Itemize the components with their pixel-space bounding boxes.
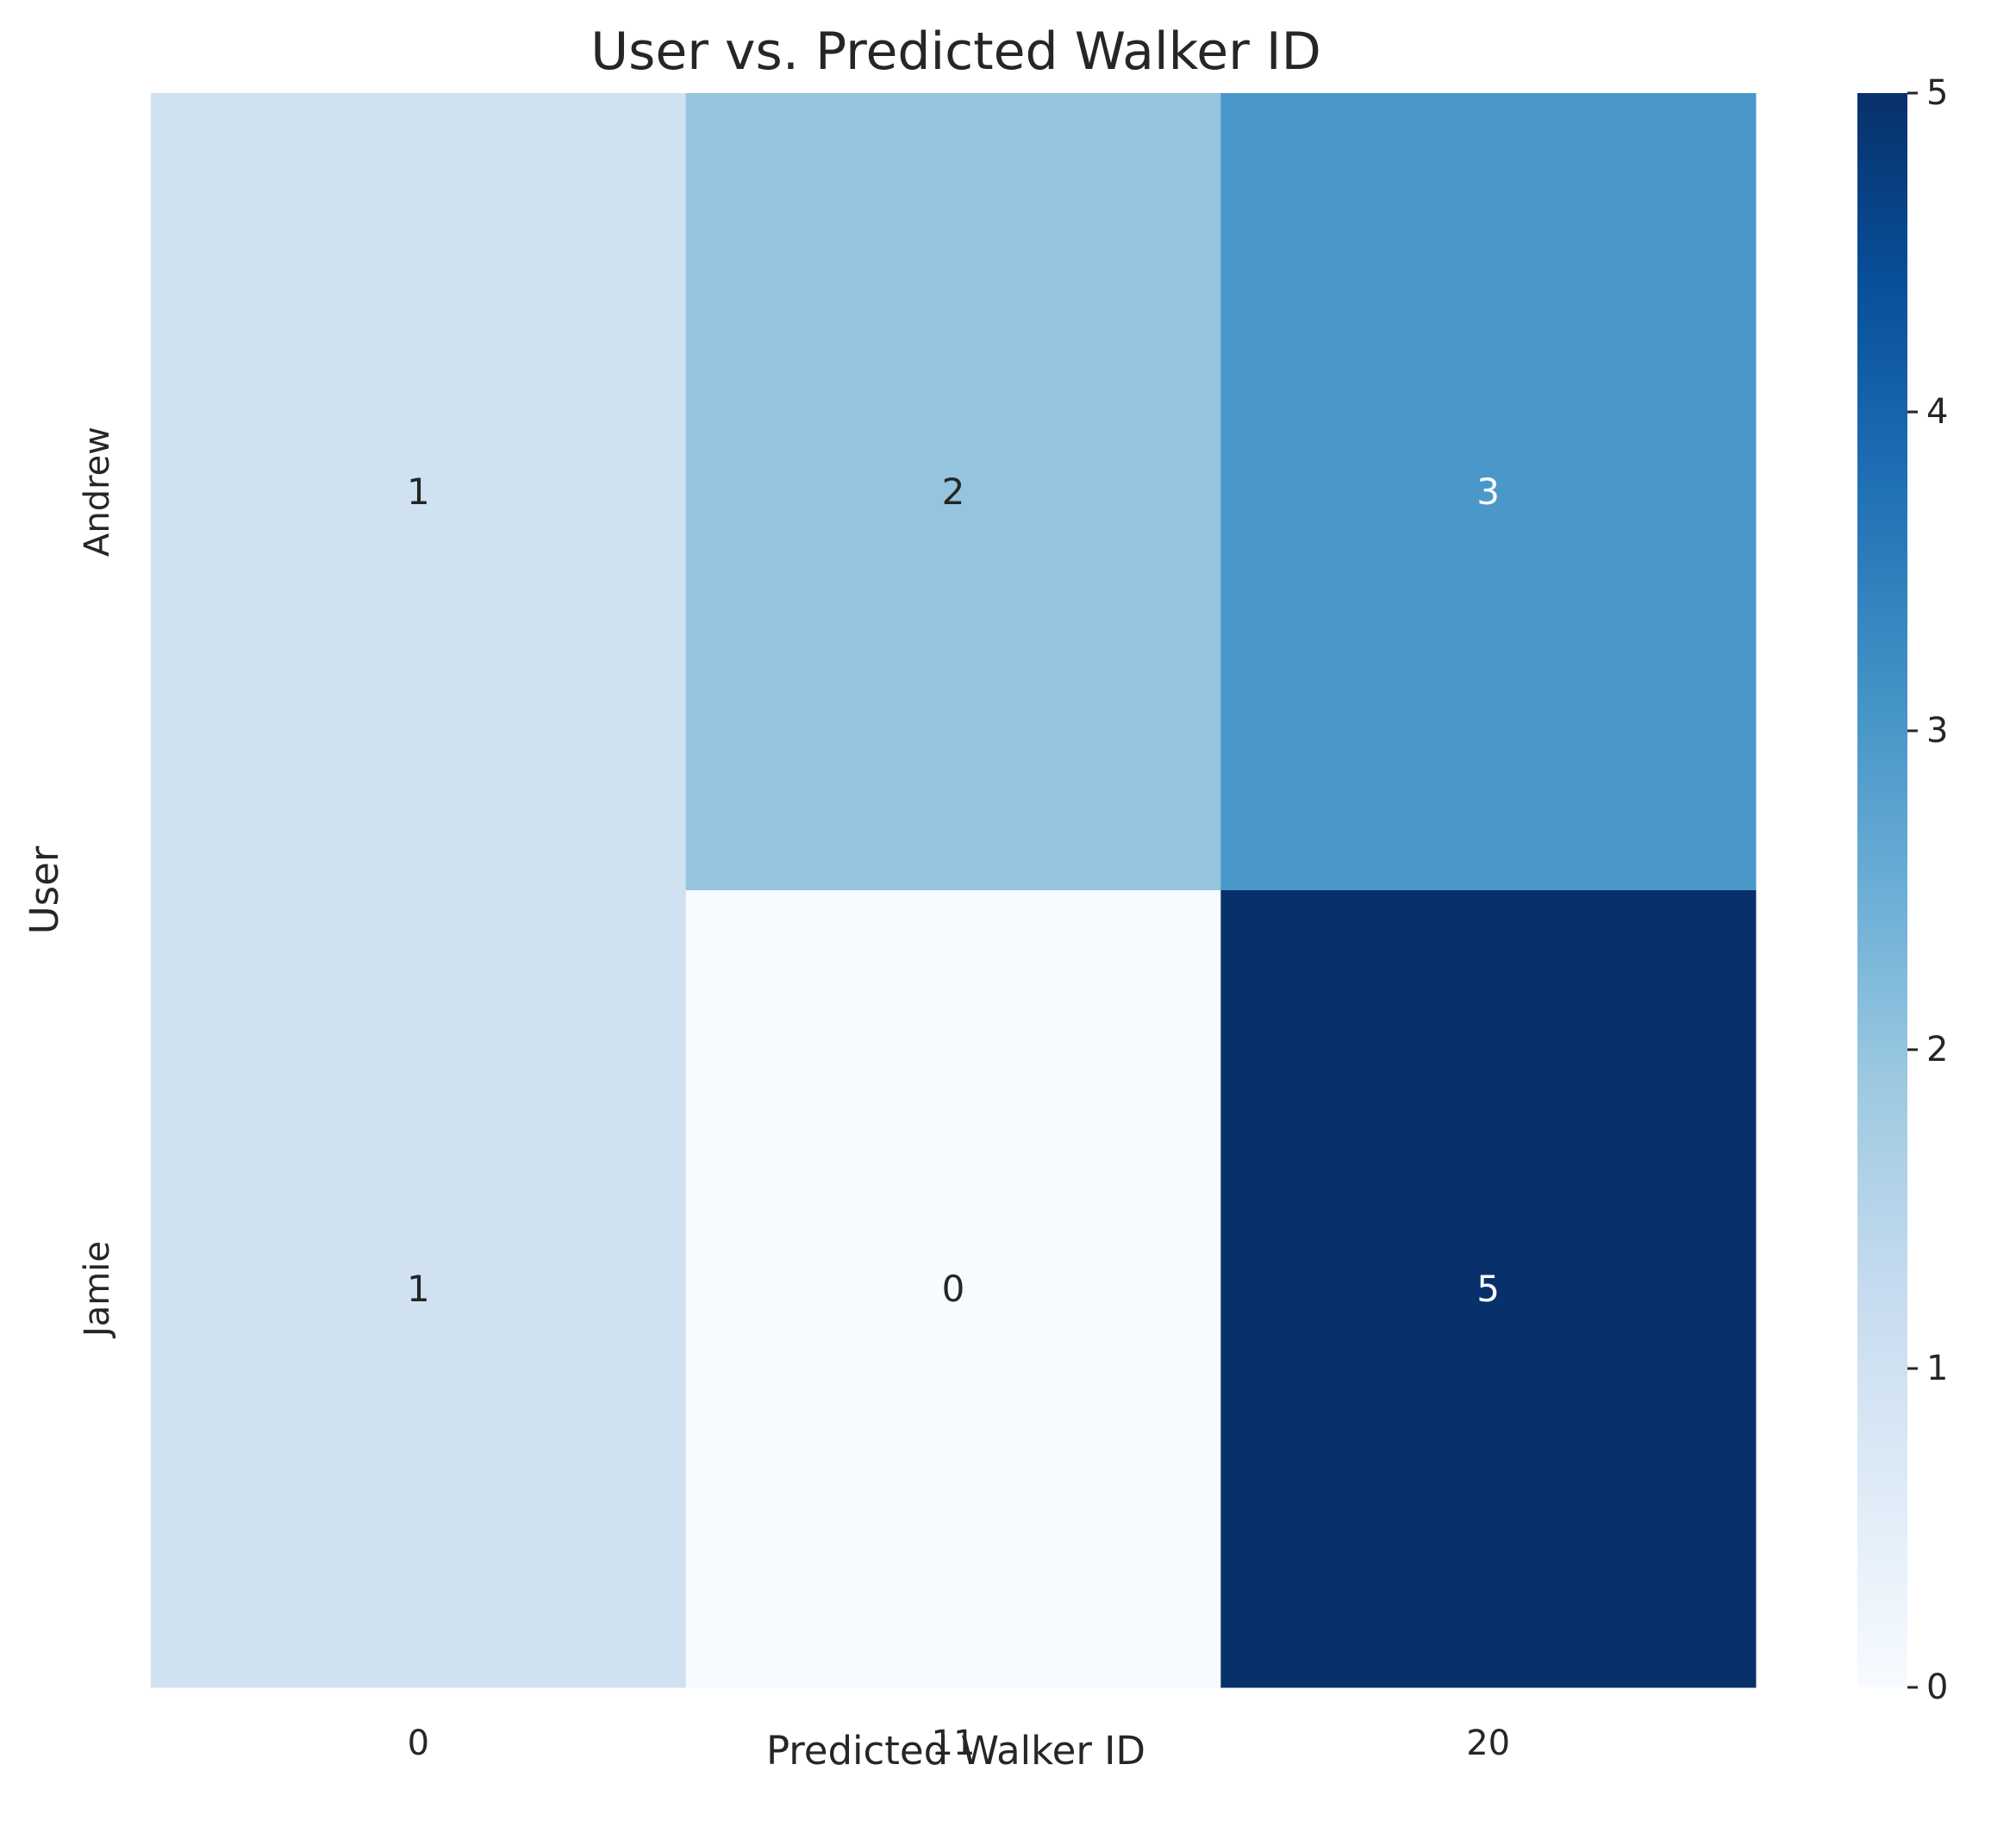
heatmap-cell-labels: 1 2 3 1 0 5 [407,471,1500,1310]
colorbar-tick-label: 2 [1926,1030,1948,1069]
heatmap-cell [151,890,687,1688]
y-tick-label: Andrew [78,427,117,557]
heatmap-cell [685,93,1221,891]
x-axis-label: Predicted Walker ID [766,1728,1145,1774]
x-tick-label: 20 [1466,1724,1510,1763]
y-tick-label: Jamie [78,1241,117,1339]
x-tick-label: 0 [408,1724,429,1763]
colorbar [1857,93,1907,1687]
colorbar-ticks: 0 1 2 3 4 5 [1907,73,1948,1707]
heatmap-cell [1220,93,1757,891]
cell-value-label: 3 [1476,471,1500,513]
heatmap-cells [151,93,1757,1688]
cell-value-label: 5 [1476,1268,1500,1310]
cell-value-label: 0 [942,1268,965,1310]
colorbar-tick-label: 0 [1926,1668,1948,1707]
cell-value-label: 2 [942,471,965,513]
cell-value-label: 1 [407,1268,430,1310]
x-axis-ticks: 0 11 20 [408,1724,1511,1763]
chart-title: User vs. Predicted Walker ID [590,22,1321,82]
heatmap-cell [685,890,1221,1688]
colorbar-tick-label: 1 [1926,1349,1948,1388]
heatmap-cell [1220,890,1757,1688]
x-tick-label: 11 [932,1724,976,1763]
colorbar-tick-label: 3 [1926,711,1948,751]
colorbar-tick-label: 4 [1926,392,1948,432]
colorbar-tick-label: 5 [1926,73,1948,113]
y-axis-label: User [22,845,67,934]
y-axis-ticks: Andrew Jamie [78,427,117,1339]
heatmap-cell [151,93,687,891]
cell-value-label: 1 [407,471,430,513]
